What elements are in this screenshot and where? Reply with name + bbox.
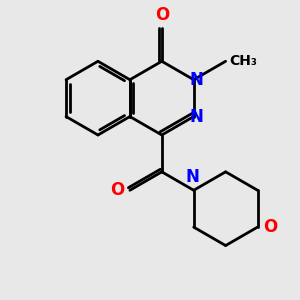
- Text: CH₃: CH₃: [229, 54, 257, 68]
- Text: O: O: [155, 6, 169, 24]
- Text: N: N: [189, 71, 203, 89]
- Text: N: N: [189, 108, 203, 126]
- Text: O: O: [110, 181, 124, 199]
- Text: O: O: [263, 218, 278, 236]
- Text: N: N: [185, 168, 199, 186]
